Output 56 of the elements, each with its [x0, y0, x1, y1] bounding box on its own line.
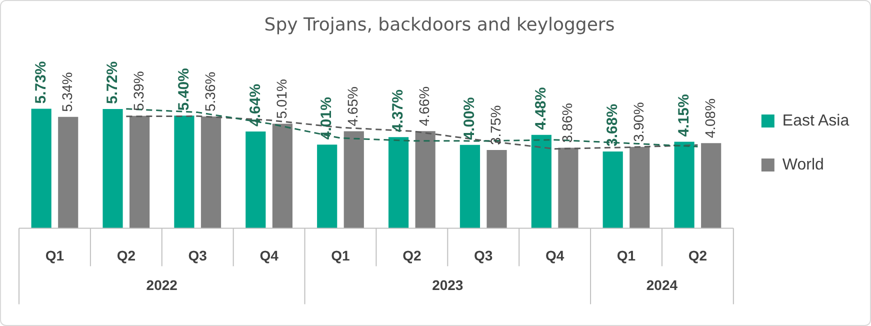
data-label: 4.15%: [675, 94, 692, 137]
data-label: 3.86%: [559, 103, 576, 143]
data-label: 3.90%: [630, 102, 647, 142]
x-tick-label: Q2: [116, 247, 136, 264]
x-tick-label: Q4: [260, 247, 279, 264]
data-label: 5.40%: [175, 68, 192, 111]
x-tick-label: Q2: [688, 247, 708, 264]
data-label: 4.65%: [344, 86, 361, 126]
data-label: 5.73%: [32, 61, 50, 104]
bar: [31, 108, 52, 228]
bar: [246, 131, 266, 228]
bar: [674, 142, 694, 228]
bar: [701, 143, 722, 228]
data-label: 3.75%: [488, 105, 504, 146]
data-label: 5.01%: [273, 79, 290, 119]
data-label: 4.00%: [461, 97, 478, 140]
bar: [630, 146, 650, 228]
data-label: 4.64%: [246, 84, 264, 126]
data-label: 5.36%: [202, 72, 218, 112]
text: 2022: [146, 277, 178, 294]
data-label: 5.34%: [58, 72, 75, 112]
legend-label: World: [782, 156, 824, 174]
x-tick-label: Q1: [331, 247, 350, 264]
data-label: 4.37%: [390, 90, 407, 132]
bar: [460, 144, 480, 228]
bar: [102, 108, 123, 228]
x-tick-label: Q1: [45, 247, 64, 264]
text: 2023: [432, 277, 464, 294]
data-label: 4.01%: [318, 97, 336, 140]
data-label: 4.48%: [532, 87, 550, 130]
x-tick-label: Q2: [402, 247, 422, 264]
x-tick-label: Q3: [474, 247, 493, 264]
bar: [130, 116, 150, 228]
data-label: 4.66%: [416, 86, 432, 126]
bar: [174, 116, 194, 228]
bar: [602, 151, 623, 228]
chart-title: Spy Trojans, backdoors and keyloggers: [264, 14, 615, 36]
bar: [558, 148, 578, 228]
data-label: 3.68%: [604, 104, 621, 146]
bar: [415, 131, 436, 228]
bar: [200, 116, 222, 228]
legend-label: East Asia: [782, 112, 850, 130]
data-label: 4.08%: [702, 98, 718, 138]
x-tick-label: Q3: [188, 247, 208, 264]
text: 2024: [646, 277, 678, 294]
bar: [388, 137, 409, 228]
bar: [486, 150, 507, 228]
bar: [344, 131, 364, 228]
x-tick-label: Q1: [616, 247, 636, 264]
data-label: 5.72%: [104, 61, 121, 104]
bar: [272, 124, 292, 228]
bar: [58, 116, 78, 228]
x-tick-label: Q4: [545, 247, 564, 264]
bar: [531, 134, 552, 228]
bar: [317, 144, 338, 228]
data-label: 5.39%: [130, 71, 146, 111]
